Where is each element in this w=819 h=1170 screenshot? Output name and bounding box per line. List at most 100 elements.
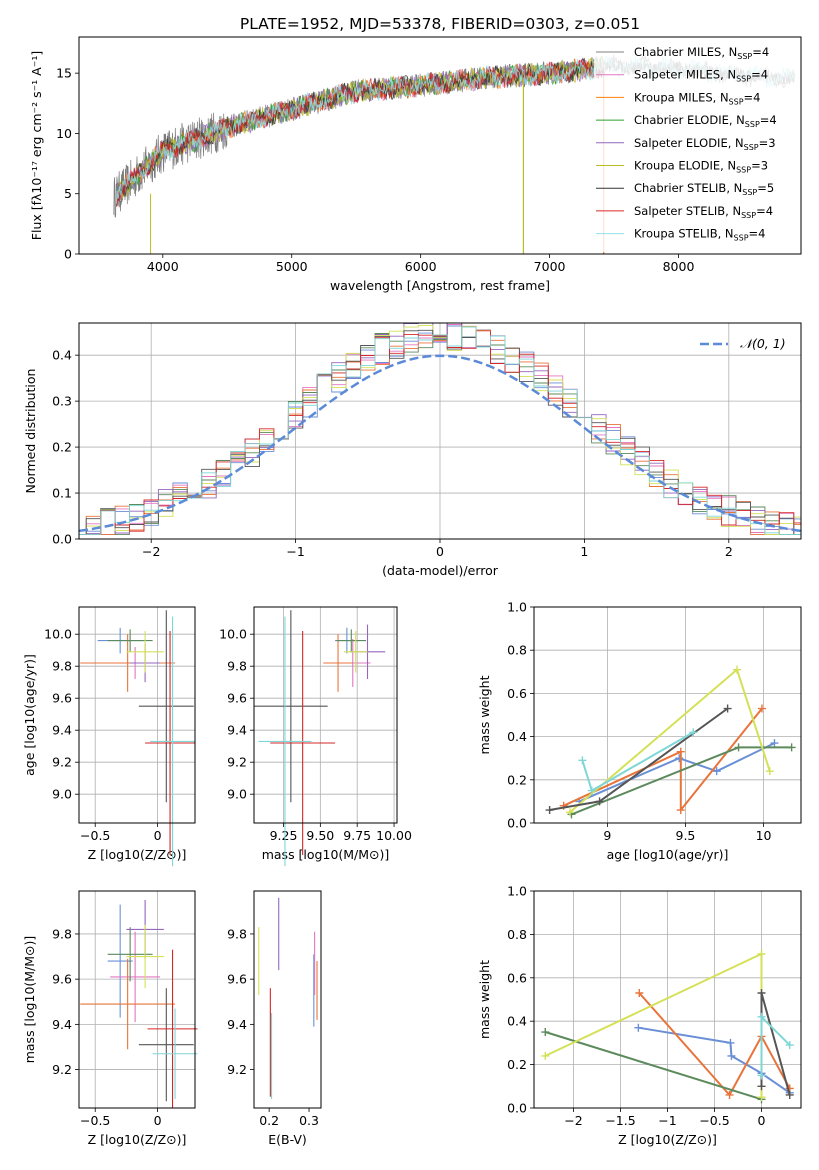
weight-marker xyxy=(757,1071,766,1080)
y-tick-label: 0.3 xyxy=(52,394,72,409)
errorbar-point xyxy=(107,629,153,652)
y-tick-label: 0.4 xyxy=(507,1014,527,1029)
y-tick-label: 9.6 xyxy=(227,972,247,987)
legend-subscript: SSP xyxy=(741,211,756,220)
weight-line-orange xyxy=(638,992,791,1096)
x-tick-label: −0.5 xyxy=(80,828,110,843)
legend-entry: 𝒩(0, 1) xyxy=(740,336,786,351)
panel-mass_weight_vs_age: 9 9.5 10 0.0 0.2 0.4 0.6 0.8 1.0 age [log10(age/y… xyxy=(477,600,802,862)
weight-marker xyxy=(587,786,596,795)
x-tick-label: −1 xyxy=(286,544,304,559)
weight-marker xyxy=(734,743,743,752)
panel-mass_vs_Z: −0.5 0 9.2 9.4 9.6 9.8 Z [log10(Z/Z⊙)] mass [lo… xyxy=(22,890,198,1147)
x-axis-label: age [log10(age/yr)] xyxy=(607,847,729,862)
axes-frame xyxy=(78,606,196,824)
weight-marker xyxy=(545,806,554,815)
weight-marker xyxy=(757,1082,766,1091)
weight-marker xyxy=(723,704,732,713)
x-tick-label: 2 xyxy=(725,544,733,559)
panel-spectrum: 4000 5000 6000 7000 8000 0 5 10 15 wavelength [An… xyxy=(29,36,802,293)
y-axis-label: age [log10(age/yr)] xyxy=(22,654,37,776)
y-tick-label: 0.8 xyxy=(507,927,527,942)
errorbar-point xyxy=(336,629,367,652)
weight-marker xyxy=(725,1090,734,1099)
panel-mass_vs_EBV: 0.2 0.3 9.2 9.4 9.6 9.8 E(B-V) xyxy=(227,890,322,1147)
x-tick-label: 0.2 xyxy=(259,1113,279,1128)
normal-curve xyxy=(79,354,801,533)
y-tick-label: 9.2 xyxy=(227,755,247,770)
panel-age_vs_Z: −0.5 0 9.0 9.2 9.4 9.6 9.8 10.0 Z [log10(Z/Z⊙)] a… xyxy=(22,606,196,867)
weight-marker xyxy=(757,1093,766,1102)
y-tick-label: 9.4 xyxy=(227,723,247,738)
weight-marker xyxy=(770,739,779,748)
weight-marker xyxy=(676,747,685,756)
errorbar-point xyxy=(254,610,328,803)
x-tick-label: 4000 xyxy=(147,259,179,274)
axes-frame xyxy=(78,890,196,1109)
y-tick-label: 1.0 xyxy=(507,884,527,899)
x-tick-label: −1.5 xyxy=(605,1113,635,1128)
y-tick-label: 0.1 xyxy=(52,486,72,501)
legend-count: =4 xyxy=(751,68,768,82)
y-tick-label: 9.6 xyxy=(227,691,247,706)
x-tick-label: 10.00 xyxy=(376,828,412,843)
x-tick-label: 7000 xyxy=(534,259,566,274)
y-tick-label: 9.4 xyxy=(227,1017,247,1032)
weight-marker xyxy=(541,1051,550,1060)
weight-marker xyxy=(689,728,698,737)
weight-marker xyxy=(541,1028,550,1037)
x-tick-label: 9 xyxy=(603,828,611,843)
legend-count: =4 xyxy=(744,90,761,104)
y-tick-label: 0.6 xyxy=(507,970,527,985)
x-tick-label: 0 xyxy=(758,1113,766,1128)
weight-marker xyxy=(765,767,774,776)
x-axis-label: (data-model)/error xyxy=(382,563,499,578)
legend-count: =3 xyxy=(759,136,776,150)
panel-age_vs_mass: 9.25 9.50 9.75 10.00 9.0 9.2 9.4 9.6 9.8 10.0 mass… xyxy=(219,606,412,867)
x-axis-label: Z [log10(Z/Z⊙)] xyxy=(88,1132,187,1147)
weight-marker xyxy=(712,767,721,776)
y-axis-label: mass weight xyxy=(477,675,492,754)
y-tick-label: 0.0 xyxy=(52,532,72,547)
legend-count: =4 xyxy=(756,204,773,218)
weight-line-green xyxy=(545,1031,762,1101)
y-axis-label: mass [log10(M/M⊙)] xyxy=(22,936,37,1064)
legend-entry: Chabrier MILES, NSSP=4 xyxy=(634,45,769,61)
weight-marker xyxy=(726,1038,735,1047)
errorbar-point xyxy=(150,616,195,867)
errorbar-point xyxy=(270,631,336,855)
y-tick-label: 9.4 xyxy=(52,1017,72,1032)
figure-title: PLATE=1952, MJD=53378, FIBERID=0303, z=0… xyxy=(240,15,640,33)
legend-subscript: SSP xyxy=(744,143,759,152)
weight-marker xyxy=(578,756,587,765)
y-tick-label: 9.2 xyxy=(227,1062,247,1077)
y-tick-label: 0.0 xyxy=(507,1101,527,1116)
x-axis-label: Z [log10(Z/Z⊙)] xyxy=(618,1132,717,1147)
errorbar-point xyxy=(138,610,194,803)
x-tick-label: 6000 xyxy=(405,259,437,274)
weight-marker xyxy=(757,1012,766,1021)
legend-subscript: SSP xyxy=(745,120,760,129)
y-tick-label: 5 xyxy=(64,186,72,201)
axes-frame xyxy=(533,890,802,1109)
y-tick-label: 10 xyxy=(56,126,72,141)
weight-marker xyxy=(595,797,604,806)
x-axis-label: wavelength [Angstrom, rest frame] xyxy=(330,278,550,293)
legend-bg xyxy=(594,42,797,252)
y-tick-label: 0.0 xyxy=(507,816,527,831)
y-axis-label: mass weight xyxy=(477,960,492,1039)
x-axis-label: mass [log10(M/M⊙)] xyxy=(262,847,390,862)
errorbar-point xyxy=(80,958,176,1050)
errorbar-point xyxy=(145,631,195,855)
y-tick-label: 9.6 xyxy=(52,972,72,987)
y-tick-label: 0.2 xyxy=(507,1057,527,1072)
y-tick-label: 1.0 xyxy=(507,600,527,615)
axes-frame xyxy=(253,890,322,1109)
weight-line-orange xyxy=(563,707,763,811)
histograms xyxy=(79,323,801,535)
x-tick-label: 0.3 xyxy=(299,1113,319,1128)
legend-count: =4 xyxy=(749,227,766,241)
errorbar-point xyxy=(126,631,164,673)
legend-entry: Kroupa ELODIE, NSSP=3 xyxy=(634,159,768,175)
errorbar-point xyxy=(343,631,368,673)
